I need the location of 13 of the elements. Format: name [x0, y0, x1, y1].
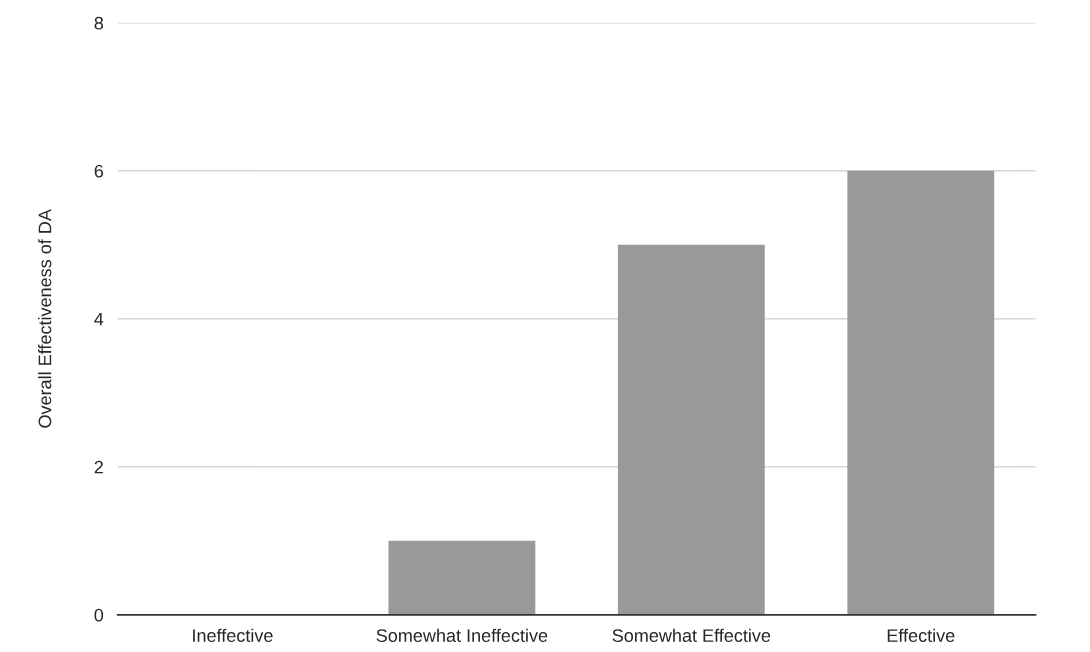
- y-tick-label: 6: [94, 164, 104, 178]
- x-tick-label: Ineffective: [193, 628, 273, 642]
- bar: [388, 540, 536, 615]
- x-tick-label: Somewhat Ineffective: [376, 628, 548, 642]
- x-tick-label: Somewhat Effective: [612, 628, 771, 642]
- bar: [847, 170, 995, 615]
- y-axis-title: Overall Effectiveness of DA: [38, 209, 52, 428]
- y-tick-label: 0: [94, 608, 104, 622]
- x-tick-label: Effective: [887, 628, 955, 642]
- y-tick-label: 2: [94, 460, 103, 474]
- bar: [617, 244, 765, 615]
- y-tick-label: 4: [94, 312, 104, 326]
- y-tick-label: 8: [94, 16, 104, 30]
